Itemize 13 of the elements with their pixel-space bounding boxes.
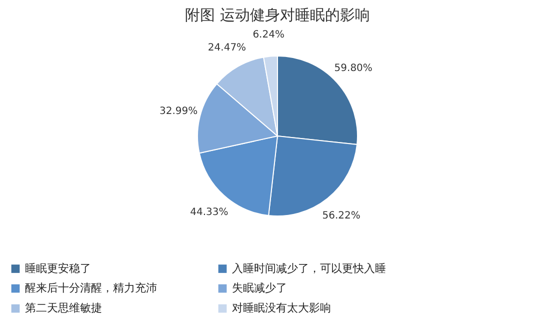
legend-label: 失眠减少了 bbox=[232, 282, 287, 294]
data-label: 59.80% bbox=[334, 62, 372, 74]
legend-label: 醒来后十分清醒，精力充沛 bbox=[25, 282, 157, 294]
data-label: 32.99% bbox=[160, 106, 198, 118]
data-label: 6.24% bbox=[252, 29, 284, 40]
legend-label: 睡眠更安稳了 bbox=[25, 262, 91, 275]
data-label: 44.33% bbox=[190, 206, 228, 218]
legend-label: 入睡时间减少了，可以更快入睡 bbox=[232, 262, 386, 275]
data-label: 56.22% bbox=[322, 210, 360, 222]
legend-label: 对睡眠没有太大影响 bbox=[232, 302, 331, 314]
data-label: 24.47% bbox=[208, 42, 246, 54]
chart-title: 附图 运动健身对睡眠的影响 bbox=[185, 6, 370, 24]
legend-label: 第二天思维敏捷 bbox=[25, 302, 102, 314]
